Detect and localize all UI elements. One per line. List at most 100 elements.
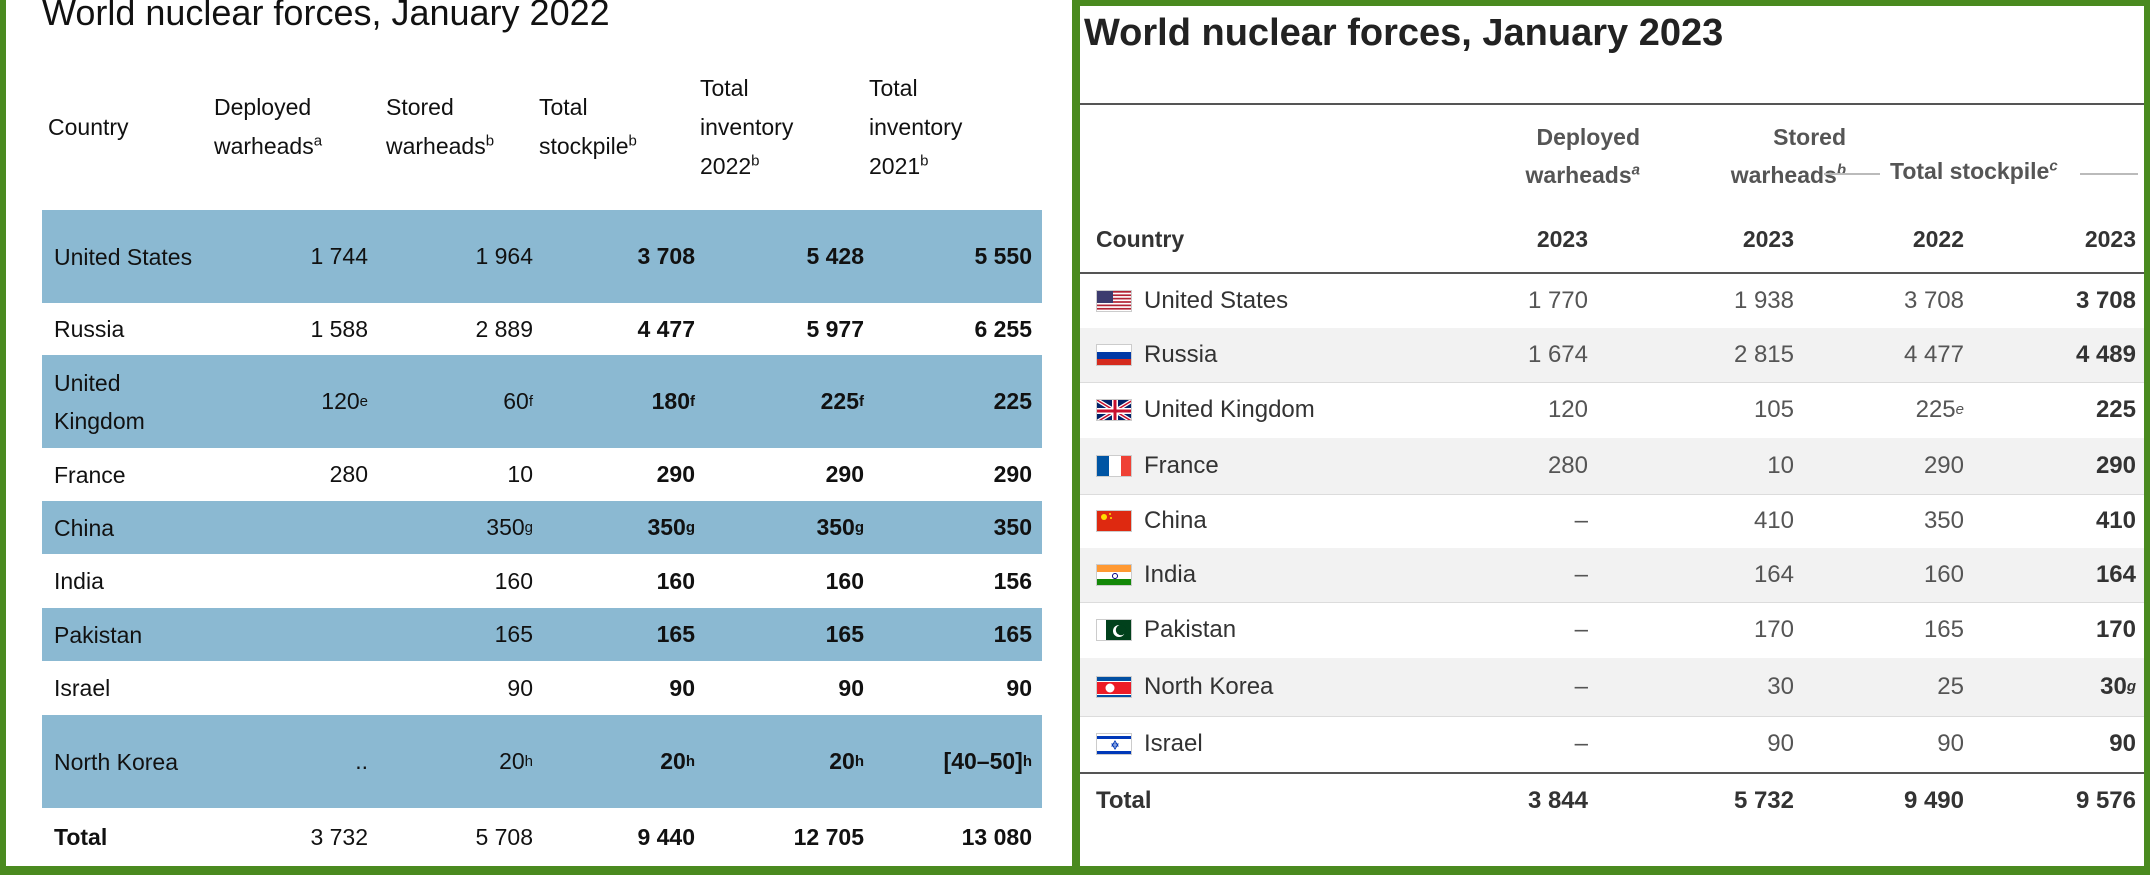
stockpile-2023-cell: 170: [2095, 616, 2136, 643]
stockpile-cell: 90: [669, 674, 695, 701]
inventory-2022-cell: 5 428: [806, 243, 864, 269]
total-row: Total 3 732 5 708 9 440 12 705 13 080: [42, 808, 1042, 866]
stockpile-2023-cell: 164: [2095, 561, 2136, 588]
deployed-cell: 1 674: [1527, 341, 1588, 368]
stockpile-2023-cell: 290: [2095, 452, 2136, 479]
stockpile-2022-cell: 90: [1937, 730, 1964, 757]
table-row: Israel 90 90 90 90: [42, 661, 1042, 715]
table-row: Israel – 90 90 90: [1080, 716, 2144, 773]
stored-cell: 60 f: [503, 388, 533, 414]
country-cell: United Kingdom: [1096, 382, 1315, 438]
deployed-cell: –: [1574, 616, 1588, 643]
deployed-cell: 280: [329, 461, 368, 487]
header-country: Country: [48, 113, 129, 140]
table-row: Pakistan 165 165 165 165: [42, 608, 1042, 661]
country-cell: Total: [1096, 787, 1152, 814]
stored-cell: 165: [494, 621, 533, 647]
inventory-2021-cell: 13 080: [961, 823, 1032, 850]
table-title-2022: World nuclear forces, January 2022: [42, 0, 610, 33]
table-row: India 160 160 160 156: [42, 554, 1042, 608]
country-cell: Pakistan: [54, 621, 143, 648]
nuclear-forces-2022-panel: World nuclear forces, January 2022 Count…: [6, 0, 1072, 866]
country-cell: Russia: [54, 316, 125, 342]
header-top-rule: [1080, 103, 2144, 105]
stockpile-2022-cell: 160: [1923, 561, 1964, 588]
table-row: Russia 1 674 2 815 4 477 4 489: [1080, 328, 2144, 383]
table-row: Pakistan – 170 165 170: [1080, 602, 2144, 659]
pakistan-flag-icon: [1096, 619, 1132, 641]
stockpile-cell: 165: [656, 621, 695, 647]
stored-cell: 10: [1767, 452, 1794, 479]
inventory-2021-cell: [40–50] h: [943, 748, 1032, 774]
deployed-cell: 1 588: [310, 315, 368, 342]
header-deployed-warheads: Deployed warheadsa: [1525, 124, 1640, 188]
country-cell: China: [1096, 494, 1207, 548]
stored-cell: 10: [507, 461, 533, 487]
country-cell: China: [54, 514, 115, 541]
deployed-cell: 3 732: [310, 823, 368, 850]
nuclear-forces-2023-panel: World nuclear forces, January 2023 Deplo…: [1080, 6, 2144, 866]
deployed-cell: –: [1574, 507, 1588, 534]
stockpile-2023-cell: 90: [2109, 730, 2136, 757]
stockpile-2022-cell: 350: [1923, 507, 1964, 534]
table-row: United States 1 770 1 938 3 708 3 708: [1080, 274, 2144, 329]
stockpile-2023-cell: 3 708: [2075, 287, 2136, 314]
stockpile-2022-cell: 25: [1937, 673, 1964, 700]
table-row: United Kingdom 120 e 60 f 180 f 225 f 225: [42, 355, 1042, 448]
inventory-2022-cell: 5 977: [806, 315, 864, 342]
country-cell: Total: [54, 824, 108, 850]
header-total-stockpile: Total stockpileb: [539, 94, 637, 159]
inventory-2022-cell: 290: [825, 461, 864, 487]
deployed-cell: 280: [1547, 452, 1588, 479]
country-cell: North Korea: [1096, 658, 1273, 716]
stored-cell: 350 g: [486, 514, 533, 540]
header-country: Country: [1096, 226, 1185, 252]
stored-cell: 1 938: [1733, 287, 1794, 314]
table-row: France 280 10 290 290 290: [42, 448, 1042, 501]
table-row: China 350 g 350 g 350 g 350: [42, 501, 1042, 554]
stockpile-2022-cell: 3 708: [1903, 287, 1964, 314]
table-row: China – 410 350 410: [1080, 494, 2144, 549]
stockpile-2023-cell: 30 g: [2100, 673, 2136, 700]
header-bottom-rule: [1080, 272, 2144, 274]
deployed-cell: 1 770: [1527, 287, 1588, 314]
inventory-2022-cell: 90: [838, 674, 864, 701]
header-stored-warheads: Stored warheadsb: [1730, 124, 1846, 188]
header-total-inventory-2021: Total inventory 2021b: [869, 74, 963, 179]
inventory-2022-cell: 12 705: [793, 823, 864, 850]
stockpile-cell: 3 708: [637, 243, 695, 269]
deployed-cell: 120 e: [321, 388, 368, 414]
stockpile-cell: 9 440: [637, 823, 695, 850]
total-row: Total 3 844 5 732 9 490 9 576: [1080, 772, 2144, 828]
deployed-cell: –: [1574, 730, 1588, 757]
us-flag-icon: [1096, 290, 1132, 312]
header-deployed-warheads: Deployed warheadsa: [214, 94, 323, 159]
inventory-2021-cell: 5 550: [974, 243, 1032, 269]
country-cell: Pakistan: [1096, 602, 1236, 658]
inventory-2021-cell: 156: [993, 567, 1032, 594]
stored-cell: 5 732: [1733, 787, 1794, 814]
deployed-cell: –: [1574, 561, 1588, 588]
table-row: North Korea – 30 25 30 g: [1080, 658, 2144, 717]
country-cell: United Kingdom: [54, 369, 145, 434]
stored-cell: 90: [507, 674, 533, 701]
stockpile-2023-cell: 4 489: [2075, 341, 2136, 368]
stored-cell: 2 815: [1733, 341, 1794, 368]
stored-cell: 2 889: [475, 315, 533, 342]
stored-cell: 30: [1767, 673, 1794, 700]
stockpile-cell: 4 477: [637, 315, 695, 342]
stored-cell: 1 964: [475, 243, 533, 269]
country-cell: France: [1096, 438, 1219, 494]
inventory-2022-cell: 20 h: [829, 748, 864, 774]
table-row: United States 1 744 1 964 3 708 5 428 5 550: [42, 210, 1042, 303]
stockpile-2022-cell: 225 e: [1915, 396, 1964, 423]
stockpile-2023-cell: 225: [2095, 396, 2136, 423]
table-title-2023: World nuclear forces, January 2023: [1084, 12, 1724, 54]
stored-cell: 90: [1767, 730, 1794, 757]
stockpile-bracket-right: [2080, 173, 2138, 175]
header-stored-2023: 2023: [1742, 226, 1794, 252]
table-row: United Kingdom 120 105 225 e 225: [1080, 382, 2144, 439]
header-stockpile-2022: 2022: [1912, 226, 1964, 252]
india-flag-icon: [1096, 564, 1132, 586]
deployed-cell: –: [1574, 673, 1588, 700]
